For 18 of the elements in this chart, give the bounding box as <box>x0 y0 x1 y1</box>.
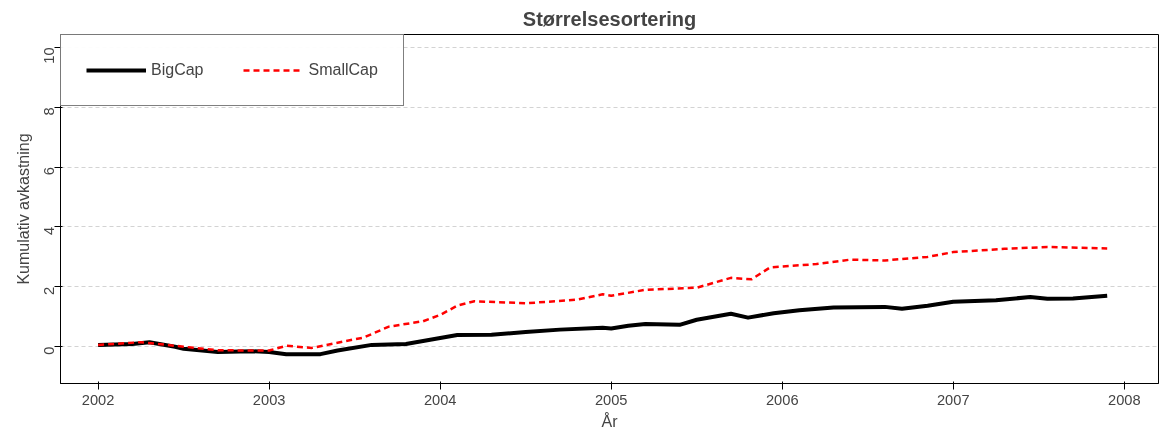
legend-label: SmallCap <box>308 61 378 79</box>
x-tick-label: 2003 <box>252 391 286 408</box>
x-tick-label: 2006 <box>765 391 799 408</box>
y-tick-label: 6 <box>41 167 58 176</box>
x-axis-title: År <box>601 411 619 430</box>
y-tick-label: 4 <box>41 226 58 236</box>
chart-title: Størrelsesortering <box>522 7 697 30</box>
x-tick-label: 2007 <box>936 391 970 408</box>
y-tick-label: 0 <box>41 346 58 355</box>
y-tick-label: 2 <box>41 286 58 295</box>
x-tick-label: 2004 <box>423 391 457 408</box>
x-tick-label: 2008 <box>1107 391 1141 408</box>
x-tick-label: 2002 <box>81 391 115 408</box>
y-axis-title: Kumulativ avkastning <box>14 133 32 285</box>
y-tick-label: 8 <box>41 107 58 116</box>
y-tick-label: 10 <box>41 47 58 64</box>
legend-label: BigCap <box>151 61 204 79</box>
x-tick-label: 2005 <box>594 391 628 408</box>
